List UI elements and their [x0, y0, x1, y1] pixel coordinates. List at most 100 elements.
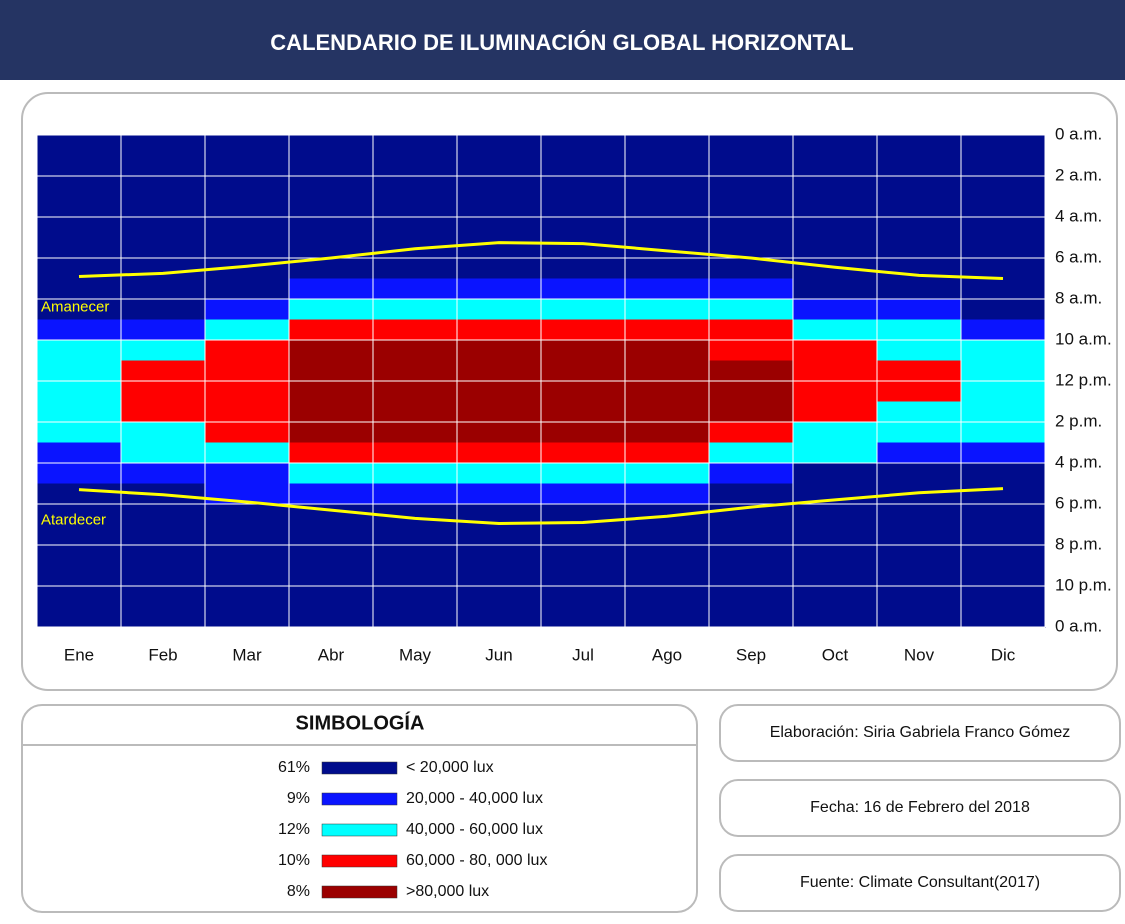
heat-cell — [793, 401, 878, 423]
heat-cell — [961, 196, 1046, 218]
y-tick-label: 8 p.m. — [1055, 534, 1102, 553]
x-tick-label: Nov — [904, 645, 935, 664]
heat-cell — [793, 196, 878, 218]
heat-cell — [289, 278, 374, 300]
x-tick-label: Jul — [572, 645, 594, 664]
heat-cell — [961, 422, 1046, 443]
heat-cell — [961, 217, 1046, 238]
heat-cell — [121, 196, 206, 218]
legend-swatch — [321, 792, 398, 806]
heat-cell — [457, 176, 542, 197]
heat-cell — [625, 442, 710, 464]
heat-cell — [121, 504, 206, 525]
heat-cell — [541, 422, 626, 443]
heat-cell — [121, 299, 206, 320]
heat-cell — [709, 258, 794, 279]
heat-cell — [289, 381, 374, 402]
legend-swatch — [321, 823, 398, 837]
heat-cell — [877, 524, 962, 546]
x-tick-label: Ago — [652, 645, 682, 664]
heat-cell — [625, 524, 710, 546]
heat-cell — [625, 565, 710, 587]
heat-cell — [457, 381, 542, 402]
heat-cell — [709, 442, 794, 464]
heat-cell — [541, 135, 626, 156]
legend-swatch — [321, 854, 398, 868]
heat-cell — [793, 319, 878, 341]
heat-cell — [961, 155, 1046, 177]
legend-share: 12% — [278, 821, 310, 838]
heat-cell — [961, 299, 1046, 320]
heat-cell — [205, 237, 290, 259]
heat-cell — [457, 565, 542, 587]
heat-cell — [37, 565, 122, 587]
y-tick-label: 2 a.m. — [1055, 165, 1102, 184]
heat-cell — [289, 401, 374, 423]
heat-cell — [709, 360, 794, 382]
legend-share: 8% — [287, 883, 310, 900]
y-tick-label: 4 p.m. — [1055, 452, 1102, 471]
heat-cell — [373, 135, 458, 156]
heat-cell — [289, 565, 374, 587]
heat-cell — [373, 360, 458, 382]
heat-cell — [37, 606, 122, 628]
heat-cell — [793, 299, 878, 320]
heat-cell — [289, 196, 374, 218]
x-tick-label: Abr — [318, 645, 345, 664]
heat-cell — [877, 360, 962, 382]
legend-share: 61% — [278, 759, 310, 776]
heat-cell — [541, 237, 626, 259]
heat-cell — [877, 463, 962, 484]
heat-cell — [793, 606, 878, 628]
heat-cell — [625, 135, 710, 156]
heat-cell — [289, 135, 374, 156]
heat-cell — [457, 278, 542, 300]
heat-cell — [541, 606, 626, 628]
heat-cell — [289, 319, 374, 341]
heat-cell — [877, 606, 962, 628]
heat-cell — [457, 258, 542, 279]
heat-cell — [289, 463, 374, 484]
heat-cell — [877, 196, 962, 218]
heat-cell — [961, 176, 1046, 197]
x-tick-label: Feb — [148, 645, 177, 664]
heat-cell — [709, 524, 794, 546]
heat-cell — [709, 545, 794, 566]
heat-cell — [37, 340, 122, 361]
heat-cell — [709, 176, 794, 197]
heat-cell — [205, 155, 290, 177]
heat-cell — [289, 176, 374, 197]
heat-cell — [457, 422, 542, 443]
heat-cell — [961, 442, 1046, 464]
heat-cell — [625, 278, 710, 300]
x-tick-label: May — [399, 645, 432, 664]
credit-date: Fecha: 16 de Febrero del 2018 — [810, 799, 1030, 816]
x-tick-label: Ene — [64, 645, 94, 664]
legend-label: >80,000 lux — [406, 883, 489, 900]
legend-label: 60,000 - 80, 000 lux — [406, 852, 547, 869]
heat-cell — [205, 360, 290, 382]
heat-cell — [121, 135, 206, 156]
credit-author: Elaboración: Siria Gabriela Franco Gómez — [770, 724, 1071, 741]
heat-cell — [289, 340, 374, 361]
heat-cell — [709, 483, 794, 505]
heat-cell — [625, 545, 710, 566]
heat-cell — [625, 319, 710, 341]
legend-label: 20,000 - 40,000 lux — [406, 790, 543, 807]
heat-cell — [289, 237, 374, 259]
heat-cell — [793, 586, 878, 607]
heat-cell — [289, 524, 374, 546]
heat-cell — [961, 360, 1046, 382]
heat-cell — [877, 217, 962, 238]
heat-cell — [205, 340, 290, 361]
heat-cell — [625, 483, 710, 505]
heat-cell — [373, 483, 458, 505]
legend-label: 40,000 - 60,000 lux — [406, 821, 543, 838]
y-tick-label: 10 a.m. — [1055, 329, 1112, 348]
heat-cell — [205, 278, 290, 300]
heat-cell — [961, 586, 1046, 607]
heat-cell — [877, 401, 962, 423]
legend-swatch — [321, 885, 398, 899]
heat-cell — [541, 401, 626, 423]
y-tick-label: 8 a.m. — [1055, 288, 1102, 307]
